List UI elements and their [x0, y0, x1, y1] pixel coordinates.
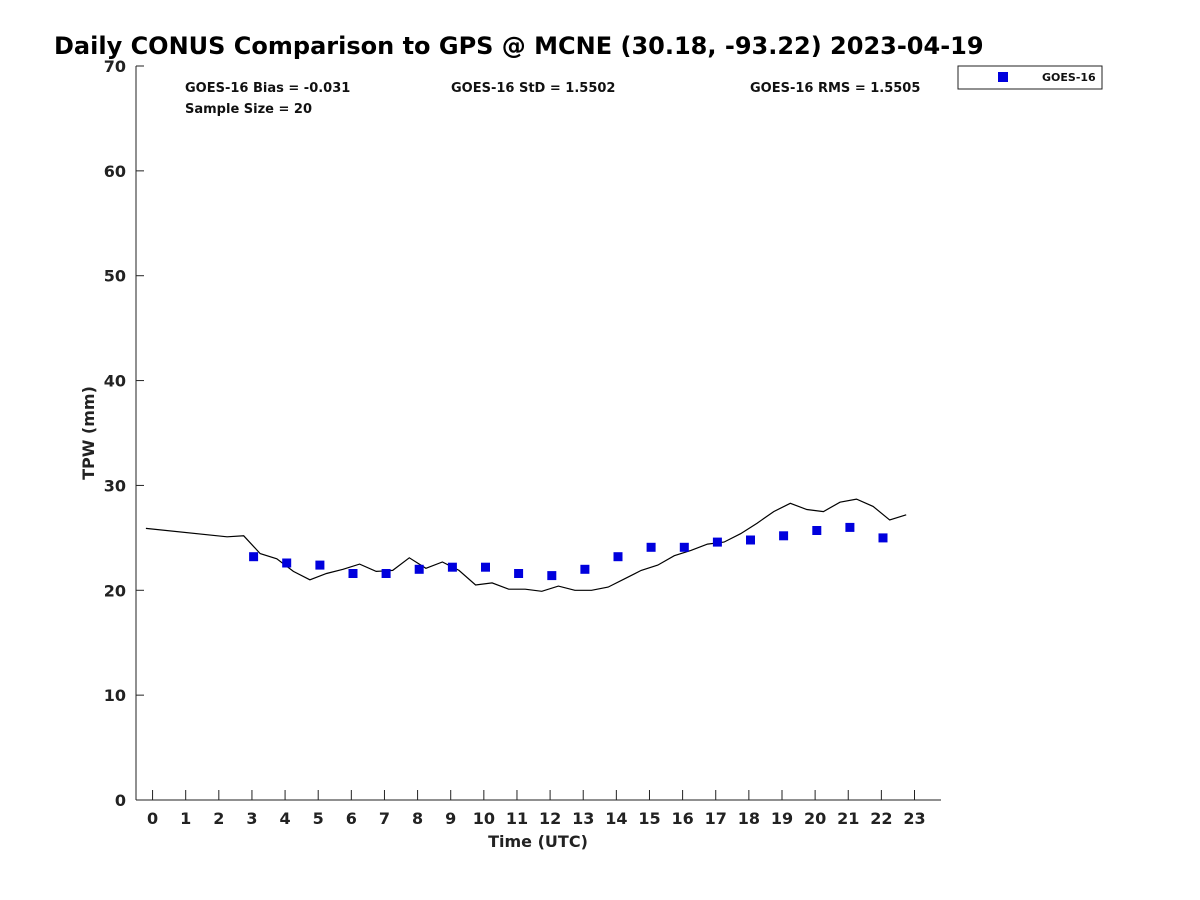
y-tick-label: 70	[104, 57, 126, 76]
stat-sample-size: Sample Size = 20	[185, 102, 312, 117]
stat-rms: GOES-16 RMS = 1.5505	[750, 81, 920, 96]
goes-16-point	[878, 533, 888, 543]
x-tick-label: 15	[638, 809, 660, 828]
x-tick-label: 10	[473, 809, 495, 828]
x-tick-label: 19	[771, 809, 793, 828]
y-ticks: 0 10 20 30 40 50 60 70	[104, 57, 144, 810]
axes	[135, 66, 941, 801]
goes-16-point	[414, 564, 424, 574]
x-tick-label: 23	[903, 809, 925, 828]
goes-16-point	[481, 562, 490, 572]
x-tick-label: 3	[246, 809, 257, 828]
goes-16-point	[348, 569, 358, 578]
goes-16-point	[679, 542, 689, 552]
x-tick-label: 6	[346, 809, 357, 828]
legend-label-goes-16: GOES-16	[1042, 71, 1096, 84]
stats-block: GOES-16 Bias = -0.031 GOES-16 StD = 1.55…	[185, 81, 920, 117]
x-tick-label: 20	[804, 809, 826, 828]
x-tick-label: 16	[671, 809, 693, 828]
x-tick-label: 13	[572, 809, 594, 828]
y-tick-label: 30	[104, 476, 126, 495]
x-tick-label: 1	[180, 809, 191, 828]
y-tick-label: 10	[104, 686, 126, 705]
y-tick-label: 50	[104, 267, 126, 286]
y-tick-label: 0	[115, 791, 126, 810]
goes-16-point	[249, 552, 259, 562]
stat-bias: GOES-16 Bias = -0.031	[185, 81, 350, 96]
x-axis-label: Time (UTC)	[488, 832, 588, 851]
x-tick-label: 9	[445, 809, 456, 828]
x-tick-label: 22	[870, 809, 892, 828]
goes-16-point	[282, 558, 292, 568]
x-tick-label: 11	[506, 809, 528, 828]
y-tick-label: 40	[104, 372, 126, 391]
goes-16-point	[646, 542, 656, 552]
y-tick-label: 20	[104, 581, 126, 600]
x-tick-label: 21	[837, 809, 859, 828]
legend-marker-goes-16	[998, 72, 1008, 82]
legend-box	[957, 65, 1103, 90]
goes-16-point	[514, 569, 524, 578]
x-tick-label: 4	[280, 809, 291, 828]
goes-16-point	[547, 571, 557, 581]
goes-16-point	[580, 564, 590, 574]
goes-16-point	[447, 562, 457, 572]
x-tick-label: 7	[379, 809, 390, 828]
goes-16-series	[249, 522, 888, 581]
x-tick-label: 2	[213, 809, 224, 828]
goes-16-point	[712, 537, 722, 547]
stat-std: GOES-16 StD = 1.5502	[451, 81, 615, 96]
y-tick-label: 60	[104, 162, 126, 181]
goes-16-point	[381, 569, 391, 578]
chart-title: Daily CONUS Comparison to GPS @ MCNE (30…	[54, 32, 984, 60]
goes-16-point	[315, 560, 325, 570]
x-tick-label: 5	[313, 809, 324, 828]
x-tick-label: 8	[412, 809, 423, 828]
gps-series	[145, 498, 907, 592]
goes-16-point	[812, 526, 822, 535]
x-tick-label: 17	[705, 809, 727, 828]
x-ticks: 0 1 2 3 4 5 6 7 8 9 10 11 12 13 14 15 16 17 18 19 20 21 22 23	[147, 790, 926, 828]
goes-16-point	[779, 531, 789, 541]
y-axis-label: TPW (mm)	[79, 386, 98, 480]
x-tick-label: 18	[738, 809, 760, 828]
goes-16-point	[845, 522, 855, 532]
x-tick-label: 0	[147, 809, 158, 828]
gps-line-path	[145, 498, 907, 592]
x-tick-label: 12	[539, 809, 561, 828]
goes-16-point	[613, 552, 623, 562]
legend: GOES-16	[957, 65, 1103, 90]
goes-16-point	[746, 535, 755, 545]
x-tick-label: 14	[605, 809, 627, 828]
